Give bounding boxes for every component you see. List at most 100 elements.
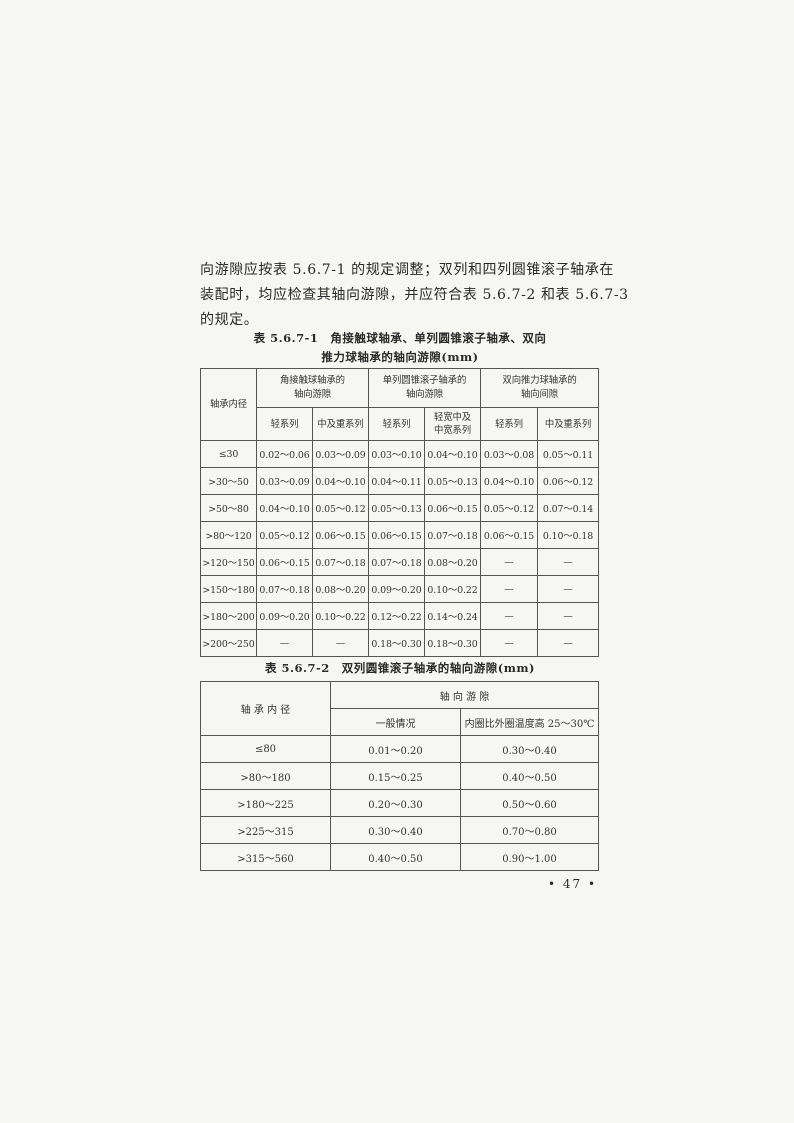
table-row: >80～180 0.15～0.25 0.40～0.50 bbox=[200, 762, 600, 790]
table-row: >315～560 0.40～0.50 0.90～1.00 bbox=[200, 843, 600, 871]
table-row: >50～80 0.04～0.10 0.05～0.12 0.05～0.13 0.06～0.… bbox=[200, 494, 600, 522]
table-row: ≤80 0.01～0.20 0.30～0.40 bbox=[200, 735, 600, 763]
clearance-cell: — bbox=[537, 629, 600, 657]
clearance-cell: 0.05～0.13 bbox=[368, 494, 425, 522]
table-row: >200～250— —0.18～0.30 0.18～0.30— — bbox=[200, 629, 600, 657]
clearance-cell: 0.14～0.24 bbox=[423, 602, 482, 630]
subheader: 轻宽中及 中宽系列 bbox=[423, 407, 482, 441]
clearance-cell: 0.07～0.18 bbox=[256, 575, 313, 603]
clearance-cell: — bbox=[480, 602, 539, 630]
clearance-cell: 0.04～0.10 bbox=[480, 467, 539, 495]
subheader: 中及重系列 bbox=[312, 407, 369, 441]
subheader: 轻系列 bbox=[368, 407, 425, 441]
clearance-cell: 0.18～0.30 bbox=[368, 629, 425, 657]
table-row: ≤30 0.02～0.06 0.03～0.09 0.03～0.10 0.04～0.10 0… bbox=[200, 440, 600, 468]
subheader: 中及重系列 bbox=[537, 407, 600, 441]
clearance-cell: 0.08～0.20 bbox=[423, 548, 482, 576]
clearance-cell: 0.04～0.11 bbox=[368, 467, 425, 495]
clearance-cell: 0.02～0.06 bbox=[256, 440, 313, 468]
bore-diameter-cell: >180～200 bbox=[200, 602, 257, 630]
table-row: >120～150 0.06～0.15 0.07～0.18 0.07～0.18 0.08～… bbox=[200, 548, 600, 576]
bore-diameter-cell: >30～50 bbox=[200, 467, 257, 495]
table2-axial-clearance: 轴 承 内 径 轴 向 游 隙 一般情况 内圈比外圈温度高 25～30℃ ≤80… bbox=[200, 681, 600, 871]
clearance-cell: 0.06～0.15 bbox=[256, 548, 313, 576]
clearance-cell: 0.70～0.80 bbox=[459, 816, 600, 844]
bore-diameter-cell: >225～315 bbox=[200, 816, 331, 844]
table-row: >30～50 0.03～0.09 0.04～0.10 0.04～0.11 0.05～0.… bbox=[200, 467, 600, 495]
bore-diameter-cell: >180～225 bbox=[200, 789, 331, 817]
clearance-cell: 0.30～0.40 bbox=[330, 816, 461, 844]
clearance-cell: 0.07～0.18 bbox=[423, 521, 482, 549]
page-number: • 47 • bbox=[548, 877, 598, 891]
clearance-cell: 0.40～0.50 bbox=[330, 843, 461, 871]
clearance-cell: 0.03～0.09 bbox=[312, 440, 369, 468]
group-header: 角接触球轴承的 轴向游隙 bbox=[256, 368, 369, 408]
clearance-cell: 0.09～0.20 bbox=[256, 602, 313, 630]
clearance-cell: — bbox=[312, 629, 369, 657]
clearance-cell: — bbox=[480, 548, 539, 576]
clearance-cell: 0.10～0.22 bbox=[312, 602, 369, 630]
body-paragraph: 向游隙应按表 5.6.7-1 的规定调整；双列和四列圆锥滚子轴承在 装配时，均应… bbox=[200, 258, 628, 333]
table1-axial-clearance: 轴承内径 角接触球轴承的 轴向游隙 单列圆锥滚子轴承的 轴向游隙 双向推力球轴承… bbox=[200, 368, 600, 657]
clearance-cell: — bbox=[537, 602, 600, 630]
clearance-cell: 0.05～0.12 bbox=[256, 521, 313, 549]
clearance-cell: 0.90～1.00 bbox=[459, 843, 600, 871]
bore-diameter-cell: >50～80 bbox=[200, 494, 257, 522]
clearance-cell: 0.04～0.10 bbox=[423, 440, 482, 468]
table1-caption-line2: 推力球轴承的轴向游隙(mm) bbox=[321, 350, 479, 364]
clearance-cell: 0.05～0.11 bbox=[537, 440, 600, 468]
clearance-cell: 0.50～0.60 bbox=[459, 789, 600, 817]
subheader: 一般情况 bbox=[330, 708, 461, 736]
bore-diameter-cell: >200～250 bbox=[200, 629, 257, 657]
clearance-cell: 0.06～0.12 bbox=[537, 467, 600, 495]
clearance-cell: 0.03～0.08 bbox=[480, 440, 539, 468]
clearance-cell: 0.05～0.12 bbox=[480, 494, 539, 522]
clearance-cell: 0.09～0.20 bbox=[368, 575, 425, 603]
clearance-cell: 0.30～0.40 bbox=[459, 735, 600, 763]
clearance-cell: 0.10～0.22 bbox=[423, 575, 482, 603]
clearance-cell: 0.07～0.14 bbox=[537, 494, 600, 522]
subheader: 内圈比外圈温度高 25～30℃ bbox=[459, 708, 600, 736]
clearance-cell: 0.15～0.25 bbox=[330, 762, 461, 790]
clearance-cell: 0.06～0.15 bbox=[423, 494, 482, 522]
bore-diameter-cell: ≤30 bbox=[200, 440, 257, 468]
bore-diameter-cell: >80～120 bbox=[200, 521, 257, 549]
bore-diameter-cell: >80～180 bbox=[200, 762, 331, 790]
bore-diameter-cell: ≤80 bbox=[200, 735, 331, 763]
paragraph-line: 向游隙应按表 5.6.7-1 的规定调整；双列和四列圆锥滚子轴承在 bbox=[200, 262, 614, 278]
clearance-cell: 0.20～0.30 bbox=[330, 789, 461, 817]
clearance-cell: 0.05～0.12 bbox=[312, 494, 369, 522]
clearance-cell: 0.07～0.18 bbox=[368, 548, 425, 576]
clearance-cell: 0.04～0.10 bbox=[312, 467, 369, 495]
subheader: 轻系列 bbox=[256, 407, 313, 441]
clearance-cell: 0.12～0.22 bbox=[368, 602, 425, 630]
clearance-cell: — bbox=[256, 629, 313, 657]
clearance-cell: — bbox=[480, 629, 539, 657]
clearance-cell: 0.08～0.20 bbox=[312, 575, 369, 603]
bore-diameter-cell: >315～560 bbox=[200, 843, 331, 871]
row-header: 轴承内径 bbox=[200, 368, 257, 441]
paragraph-line: 的规定。 bbox=[200, 312, 259, 328]
clearance-cell: 0.07～0.18 bbox=[312, 548, 369, 576]
group-header: 轴 向 游 隙 bbox=[329, 681, 600, 709]
clearance-cell: 0.03～0.10 bbox=[368, 440, 425, 468]
table-row: >180～225 0.20～0.30 0.50～0.60 bbox=[200, 789, 600, 817]
clearance-cell: 0.05～0.13 bbox=[423, 467, 482, 495]
bore-diameter-cell: >150～180 bbox=[200, 575, 257, 603]
row-header: 轴 承 内 径 bbox=[200, 681, 331, 736]
clearance-cell: 0.03～0.09 bbox=[256, 467, 313, 495]
group-header: 单列圆锥滚子轴承的 轴向游隙 bbox=[367, 368, 482, 408]
table-row: >150～180 0.07～0.18 0.08～0.20 0.09～0.20 0.10～… bbox=[200, 575, 600, 603]
table2-caption: 表 5.6.7-2 双列圆锥滚子轴承的轴向游隙(mm) bbox=[264, 661, 535, 675]
clearance-cell: 0.10～0.18 bbox=[537, 521, 600, 549]
clearance-cell: 0.40～0.50 bbox=[459, 762, 600, 790]
group-header: 双向推力球轴承的 轴向间隙 bbox=[480, 368, 600, 408]
table-row: >180～200 0.09～0.20 0.10～0.22 0.12～0.22 0.14～… bbox=[200, 602, 600, 630]
clearance-cell: 0.06～0.15 bbox=[368, 521, 425, 549]
clearance-cell: — bbox=[480, 575, 539, 603]
bore-diameter-cell: >120～150 bbox=[200, 548, 257, 576]
clearance-cell: 0.06～0.15 bbox=[312, 521, 369, 549]
clearance-cell: — bbox=[537, 548, 600, 576]
clearance-cell: 0.01～0.20 bbox=[330, 735, 461, 763]
clearance-cell: — bbox=[537, 575, 600, 603]
